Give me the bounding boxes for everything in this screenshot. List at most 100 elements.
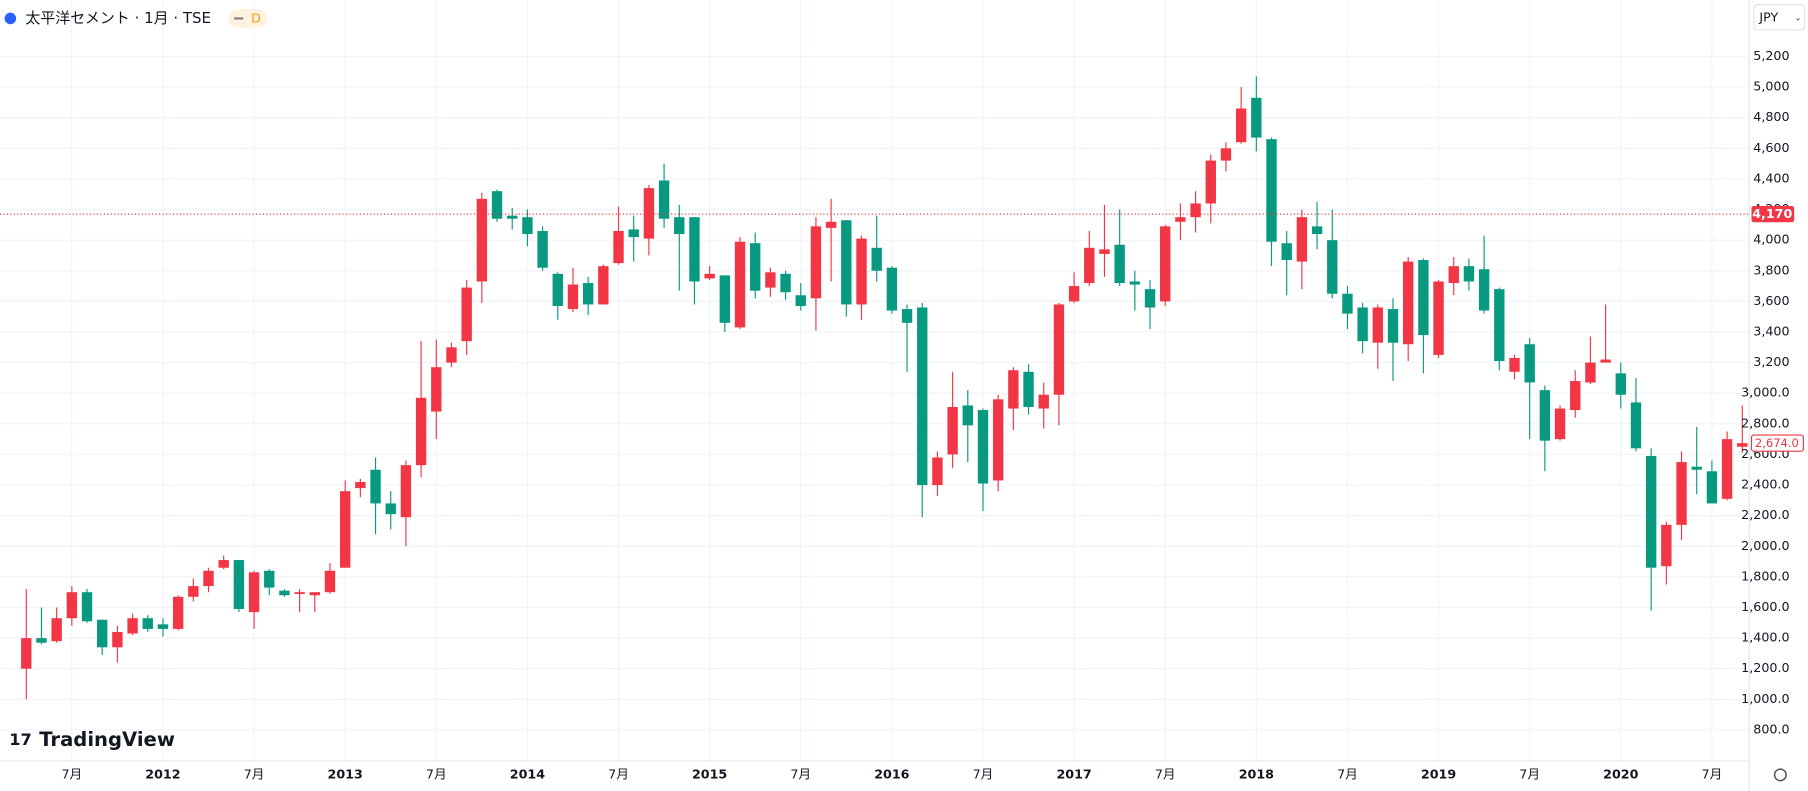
candle-body xyxy=(841,220,852,305)
candle-body xyxy=(658,180,670,219)
candle-body xyxy=(947,406,958,455)
symbol-icon xyxy=(4,12,17,25)
candle-body xyxy=(1372,307,1384,343)
candle-body xyxy=(446,347,457,363)
y-tick-label: 2,200.0 xyxy=(1741,507,1789,522)
candle-body xyxy=(1524,344,1535,383)
candle-body xyxy=(1539,390,1551,441)
currency-button[interactable] xyxy=(1753,4,1806,31)
candle-body xyxy=(309,592,320,596)
candle-body xyxy=(1008,370,1019,409)
x-tick-label: 7月 xyxy=(1702,766,1723,781)
candle-body xyxy=(932,457,943,486)
x-tick-label: 2012 xyxy=(145,766,180,781)
candle-body xyxy=(1099,249,1110,254)
candle-body xyxy=(750,243,761,291)
y-tick-label: 4,600 xyxy=(1753,140,1789,155)
y-tick-label: 1,800.0 xyxy=(1741,568,1789,583)
candle-body xyxy=(1160,226,1171,302)
axes: 800.0 1,000.0 1,200.0 1,400.0 1,600.0 1,800.0… xyxy=(61,48,1804,781)
candle-body xyxy=(1053,304,1065,395)
candle-body xyxy=(36,638,47,643)
candle-body xyxy=(400,465,412,518)
y-tick-label: 3,600 xyxy=(1753,293,1789,308)
x-tick-label: 2020 xyxy=(1603,766,1638,781)
y-tick-label: 4,400 xyxy=(1753,170,1789,185)
candle-body xyxy=(1175,217,1186,222)
candle-body xyxy=(1402,261,1414,345)
candle-body xyxy=(1387,309,1399,343)
candle-body xyxy=(1630,402,1642,449)
y-tick-label: 1,600.0 xyxy=(1741,599,1789,614)
candle-body xyxy=(1570,380,1581,411)
x-tick-label: 7月 xyxy=(608,766,629,781)
candle-body xyxy=(1084,247,1095,284)
x-tick-label: 2015 xyxy=(692,766,727,781)
candle-body xyxy=(355,481,366,489)
candle-body xyxy=(248,572,260,613)
candle-body xyxy=(1357,307,1368,342)
candle-body xyxy=(1494,289,1505,362)
badge: D xyxy=(251,11,261,26)
candle-body xyxy=(825,221,837,228)
candle-body xyxy=(51,618,62,642)
grid xyxy=(0,0,1750,762)
candle-body xyxy=(1144,289,1156,308)
candle-body xyxy=(689,217,700,282)
y-tick-label: 2,400.0 xyxy=(1741,477,1789,492)
candle-body xyxy=(795,295,806,306)
candle-body xyxy=(1691,466,1702,470)
last-price-bg xyxy=(1750,434,1804,452)
candle-body xyxy=(491,191,503,219)
currency[interactable]: JPY xyxy=(1758,9,1778,24)
candle-body xyxy=(917,307,928,486)
candle-body xyxy=(1645,455,1657,568)
candle-body xyxy=(628,229,639,238)
candle-body xyxy=(1509,358,1520,372)
y-tick-label: 2,000.0 xyxy=(1741,538,1789,553)
candle-body xyxy=(461,287,472,342)
y-tick-label: 800.0 xyxy=(1753,721,1789,736)
candle-body xyxy=(856,238,867,305)
candle-body xyxy=(992,399,1004,481)
candle-body xyxy=(1251,97,1262,138)
y-tick-label: 5,000 xyxy=(1753,79,1789,94)
candle-body xyxy=(339,491,351,568)
candle-body xyxy=(1296,217,1308,262)
brand-logo: 17 xyxy=(9,730,31,749)
candle-body xyxy=(901,309,913,323)
x-tick-label: 2013 xyxy=(328,766,363,781)
candle-body xyxy=(1266,139,1277,242)
candle-body xyxy=(1661,524,1672,567)
candle-body xyxy=(643,188,655,239)
candle-body xyxy=(598,266,609,305)
candle-body xyxy=(871,247,882,271)
candle-body xyxy=(218,560,229,568)
currency-arrow[interactable]: ⌄ xyxy=(1794,12,1802,23)
candle-body xyxy=(765,272,776,288)
candle-body xyxy=(81,592,93,622)
y-tick-label: 3,000.0 xyxy=(1741,385,1789,400)
candle-body xyxy=(324,570,336,593)
candle-body xyxy=(734,241,746,328)
x-tick-label: 2018 xyxy=(1239,766,1274,781)
candle-body xyxy=(188,586,199,597)
candle-body xyxy=(1129,281,1141,285)
candle-body xyxy=(522,217,533,235)
candle-body xyxy=(567,284,579,310)
candle-body xyxy=(476,198,488,282)
candle-body xyxy=(1281,243,1292,261)
candle-body xyxy=(780,273,791,293)
candle-body xyxy=(294,592,305,594)
candle-body xyxy=(1068,286,1080,302)
price-line-label-bg xyxy=(1751,206,1795,223)
y-tick-label: 3,400 xyxy=(1753,323,1789,338)
candle-body xyxy=(264,570,275,588)
settings-icon[interactable] xyxy=(1773,768,1787,782)
price-line-label: 4,170 xyxy=(1752,206,1792,221)
x-tick-label: 7月 xyxy=(426,766,447,781)
candle-body xyxy=(552,273,563,306)
candle-body xyxy=(810,226,822,299)
candle-body xyxy=(1676,462,1687,525)
y-tick-label: 3,800 xyxy=(1753,262,1789,277)
